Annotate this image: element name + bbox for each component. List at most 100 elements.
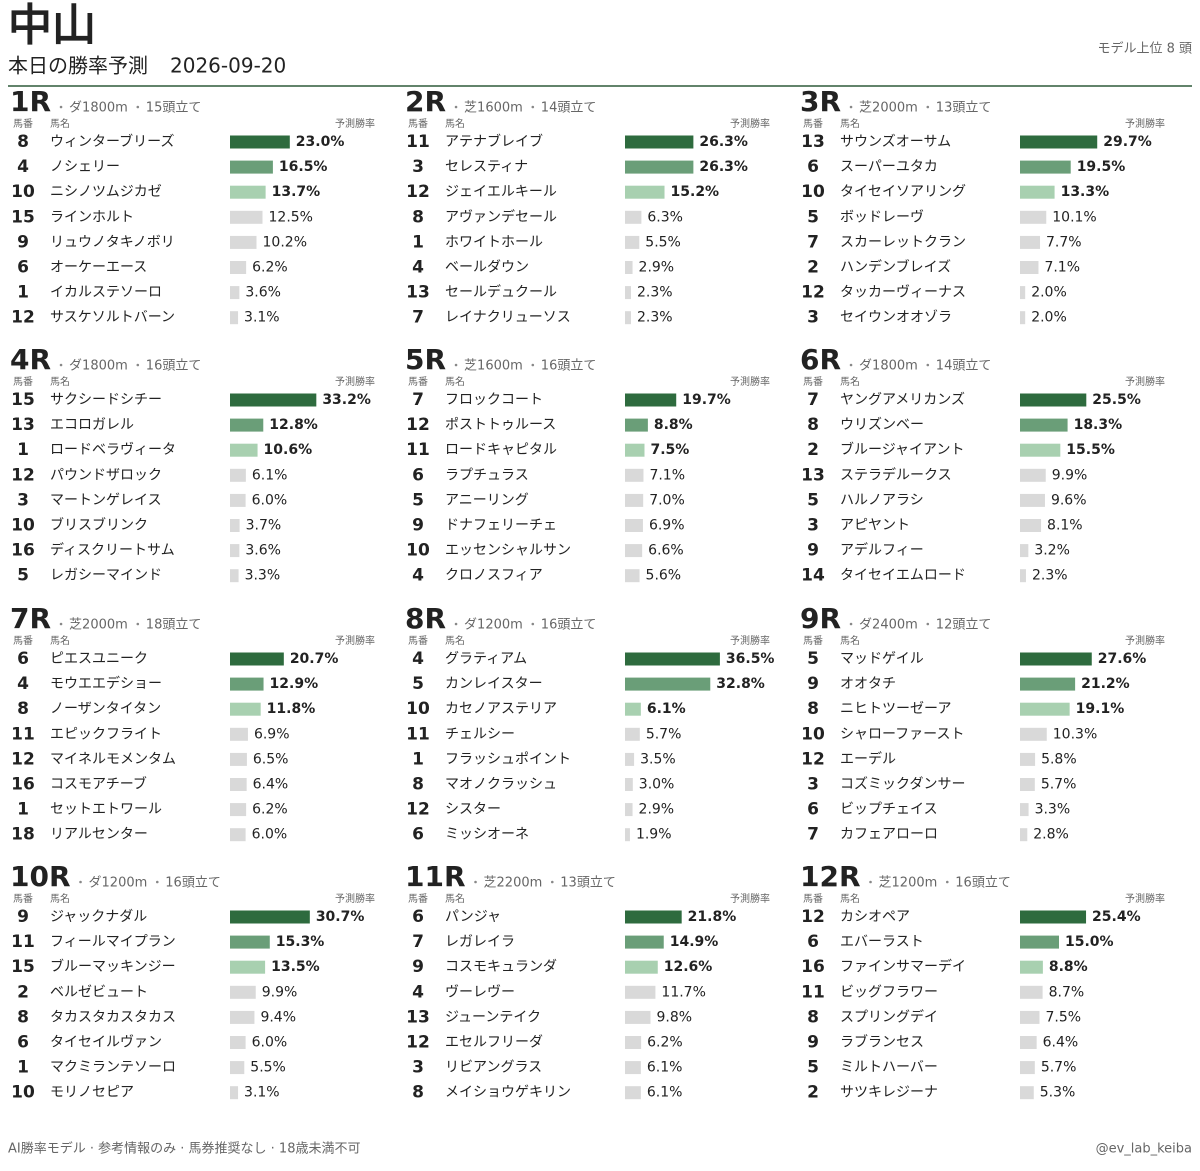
rate-label: 6.2% — [647, 1035, 683, 1051]
rate-bar — [625, 311, 631, 325]
rate-label: 15.3% — [276, 934, 325, 950]
horse-number: 12 — [406, 415, 430, 435]
horse-name: ビップチェイス — [840, 802, 938, 818]
rate-label: 6.0% — [252, 492, 288, 508]
column-rate: 予測勝率 — [1125, 634, 1165, 647]
horse-number: 7 — [412, 932, 424, 952]
rate-bar — [1020, 544, 1029, 558]
column-name: 馬名 — [445, 375, 465, 388]
rate-bar — [230, 1061, 245, 1075]
horse-number: 10 — [11, 516, 35, 536]
rate-bar — [625, 910, 682, 924]
subtitle: 本日の勝率予測 — [8, 54, 148, 78]
horse-name: ラプチュラス — [445, 467, 529, 483]
horse-name: ベルゼビュート — [50, 984, 148, 1000]
rate-label: 12.6% — [664, 959, 713, 975]
race-course: ダ1200m — [89, 876, 148, 891]
rate-label: 6.5% — [253, 751, 289, 767]
note: モデル上位 8 頭 — [1097, 41, 1192, 57]
rate-bar — [230, 935, 270, 949]
rate-label: 6.1% — [647, 1085, 683, 1101]
horse-number: 13 — [406, 1007, 430, 1027]
horse-number: 16 — [801, 957, 825, 977]
rate-label: 3.0% — [639, 777, 675, 793]
rate-bar — [1020, 1010, 1040, 1024]
race-label: 3R — [800, 85, 841, 118]
rate-label: 6.0% — [252, 827, 288, 843]
horse-name: セールデュクール — [445, 284, 557, 301]
separator-dot — [926, 622, 930, 626]
race-field: 16頭立て — [541, 618, 597, 633]
race-course: ダ1800m — [69, 359, 128, 374]
horse-name: パウンドザロック — [50, 467, 162, 483]
horse-number: 13 — [801, 465, 825, 485]
race-label: 1R — [10, 85, 51, 118]
race-course: ダ2400m — [859, 618, 918, 633]
horse-name: ジャックナダル — [50, 909, 147, 925]
rate-bar — [230, 493, 246, 507]
date: 2026-09-20 — [170, 54, 286, 78]
horse-name: タカスタカスタカス — [50, 1009, 176, 1025]
rate-bar — [625, 210, 642, 224]
rate-bar — [230, 652, 284, 666]
rate-bar — [625, 935, 664, 949]
horse-name: オーケーエース — [50, 260, 147, 276]
horse-name: レイナクリューソス — [445, 310, 571, 326]
rate-label: 3.5% — [640, 751, 676, 767]
rate-bar — [625, 752, 635, 766]
horse-name: ラブランセス — [840, 1034, 924, 1051]
horse-number: 11 — [11, 724, 35, 744]
horse-number: 14 — [801, 566, 825, 586]
horse-number: 4 — [412, 258, 424, 278]
rate-label: 7.1% — [1044, 260, 1080, 276]
rate-label: 13.5% — [271, 959, 320, 975]
rate-label: 9.9% — [262, 984, 298, 1000]
rate-bar — [625, 185, 665, 199]
race-field: 14頭立て — [936, 359, 992, 374]
rate-label: 1.9% — [636, 827, 672, 843]
column-number: 馬番 — [803, 118, 823, 130]
column-number: 馬番 — [13, 635, 33, 647]
horse-name: ステラデルークス — [840, 466, 952, 483]
rate-bar — [625, 468, 644, 482]
rate-bar — [1020, 210, 1047, 224]
rate-label: 9.4% — [260, 1009, 296, 1025]
rate-bar — [1020, 828, 1028, 842]
rate-bar — [1020, 286, 1026, 300]
rate-bar — [230, 1036, 246, 1049]
horse-name: ミッシオーネ — [445, 827, 529, 843]
horse-name: ホワイトホール — [445, 234, 543, 250]
race-course: 芝2200m — [484, 876, 543, 891]
horse-number: 7 — [807, 232, 819, 252]
column-number: 馬番 — [13, 893, 33, 905]
rate-label: 12.9% — [270, 676, 319, 692]
rate-bar — [230, 1086, 239, 1100]
horse-number: 7 — [807, 390, 819, 410]
rate-label: 9.8% — [656, 1009, 692, 1025]
rate-bar — [230, 418, 264, 432]
horse-name: ジューンテイク — [445, 1009, 541, 1025]
horse-number: 6 — [412, 825, 424, 845]
race-field: 16頭立て — [955, 876, 1011, 891]
rate-label: 3.3% — [1035, 802, 1071, 818]
footer-credit: @ev_lab_keiba — [1096, 1142, 1192, 1157]
horse-number: 8 — [17, 132, 29, 152]
rate-label: 10.2% — [263, 234, 307, 250]
horse-name: モウエエデショー — [50, 675, 162, 692]
separator-dot — [136, 622, 140, 626]
rate-bar — [1020, 960, 1043, 974]
rate-bar — [1020, 935, 1059, 949]
separator-dot — [155, 880, 159, 884]
horse-number: 6 — [17, 649, 29, 669]
rate-bar — [1020, 569, 1026, 583]
rate-bar — [625, 1086, 641, 1100]
rate-label: 9.9% — [1052, 467, 1088, 483]
horse-name: コスモキュランダ — [445, 959, 557, 975]
rate-bar — [625, 135, 694, 149]
horse-name: オオタチ — [840, 676, 896, 692]
separator-dot — [531, 622, 535, 626]
horse-name: モリノセピア — [50, 1085, 134, 1101]
horse-name: ロードベラヴィータ — [50, 441, 176, 458]
rate-bar — [230, 569, 239, 583]
rate-label: 5.7% — [1041, 777, 1077, 793]
